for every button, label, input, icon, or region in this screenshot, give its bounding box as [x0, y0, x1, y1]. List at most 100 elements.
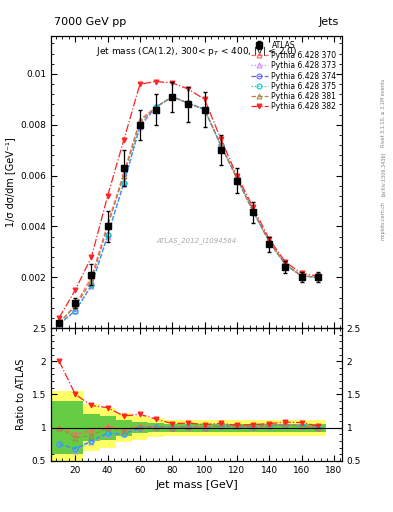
Pythia 6.428 370	[73, 302, 78, 308]
Pythia 6.428 370	[121, 170, 126, 176]
Pythia 6.428 373	[57, 321, 62, 327]
Bar	[294, 423, 310, 432]
Pythia 6.428 373	[219, 142, 223, 148]
Line: Pythia 6.428 374: Pythia 6.428 374	[57, 94, 320, 327]
Pythia 6.428 382	[154, 78, 158, 84]
Pythia 6.428 370	[299, 273, 304, 279]
Pythia 6.428 370	[251, 208, 255, 214]
Pythia 6.428 374	[283, 262, 288, 268]
Pythia 6.428 382	[267, 236, 272, 242]
Text: Rivet 3.1.10, ≥ 3.1M events: Rivet 3.1.10, ≥ 3.1M events	[381, 78, 386, 147]
Pythia 6.428 373	[202, 106, 207, 113]
Pythia 6.428 375	[154, 104, 158, 110]
Bar	[83, 404, 99, 451]
Pythia 6.428 381	[299, 273, 304, 279]
Pythia 6.428 374	[170, 94, 174, 100]
Bar	[116, 420, 132, 436]
Bar	[261, 423, 277, 432]
Pythia 6.428 382	[283, 259, 288, 265]
Bar	[148, 418, 164, 437]
Bar	[213, 420, 229, 436]
Pythia 6.428 375	[170, 94, 174, 100]
Y-axis label: Ratio to ATLAS: Ratio to ATLAS	[16, 359, 26, 430]
Text: ATLAS_2012_I1094564: ATLAS_2012_I1094564	[156, 237, 237, 244]
Pythia 6.428 373	[283, 262, 288, 268]
Pythia 6.428 373	[89, 283, 94, 289]
Pythia 6.428 374	[154, 104, 158, 110]
Bar	[196, 420, 213, 436]
Pythia 6.428 374	[202, 106, 207, 113]
Pythia 6.428 381	[105, 223, 110, 229]
Pythia 6.428 370	[202, 106, 207, 113]
Pythia 6.428 370	[89, 274, 94, 280]
Pythia 6.428 370	[105, 221, 110, 227]
Pythia 6.428 382	[73, 287, 78, 293]
Pythia 6.428 370	[170, 94, 174, 100]
Pythia 6.428 370	[138, 117, 142, 123]
X-axis label: Jet mass [GeV]: Jet mass [GeV]	[155, 480, 238, 490]
Bar	[99, 416, 116, 439]
Pythia 6.428 382	[202, 96, 207, 102]
Pythia 6.428 381	[315, 274, 320, 280]
Pythia 6.428 373	[121, 181, 126, 187]
Pythia 6.428 375	[57, 321, 62, 327]
Pythia 6.428 374	[235, 175, 239, 181]
Pythia 6.428 374	[186, 100, 191, 106]
Line: Pythia 6.428 373: Pythia 6.428 373	[57, 94, 320, 327]
Text: Jets: Jets	[319, 17, 339, 27]
Pythia 6.428 373	[235, 175, 239, 181]
Bar	[229, 423, 245, 432]
Pythia 6.428 382	[315, 273, 320, 279]
Pythia 6.428 381	[186, 100, 191, 106]
Text: Jet mass (CA(1.2), 300< p$_T$ < 400, |y| < 2.0): Jet mass (CA(1.2), 300< p$_T$ < 400, |y|…	[96, 45, 297, 58]
Pythia 6.428 375	[315, 274, 320, 280]
Bar	[245, 423, 261, 432]
Bar	[116, 413, 132, 442]
Bar	[164, 423, 180, 432]
Bar	[148, 423, 164, 432]
Bar	[277, 420, 294, 436]
Pythia 6.428 381	[57, 320, 62, 326]
Pythia 6.428 373	[170, 94, 174, 100]
Pythia 6.428 370	[283, 262, 288, 268]
Line: Pythia 6.428 381: Pythia 6.428 381	[57, 94, 320, 325]
Pythia 6.428 381	[121, 173, 126, 179]
Bar	[196, 423, 213, 432]
Pythia 6.428 382	[89, 254, 94, 260]
Pythia 6.428 374	[121, 180, 126, 186]
Y-axis label: 1/σ dσ/dm [GeV⁻¹]: 1/σ dσ/dm [GeV⁻¹]	[5, 137, 15, 227]
Text: [arXiv:1306.3436]: [arXiv:1306.3436]	[381, 152, 386, 196]
Pythia 6.428 375	[235, 175, 239, 181]
Bar	[213, 423, 229, 432]
Bar	[261, 420, 277, 436]
Text: mcplots.cern.ch: mcplots.cern.ch	[381, 201, 386, 240]
Bar	[83, 414, 99, 441]
Bar	[229, 420, 245, 436]
Pythia 6.428 373	[299, 273, 304, 279]
Bar	[294, 420, 310, 436]
Pythia 6.428 381	[219, 142, 223, 148]
Pythia 6.428 375	[73, 308, 78, 314]
Pythia 6.428 382	[57, 315, 62, 321]
Bar	[132, 422, 148, 433]
Pythia 6.428 381	[138, 119, 142, 125]
Bar	[51, 391, 67, 464]
Pythia 6.428 375	[267, 239, 272, 245]
Pythia 6.428 382	[235, 173, 239, 179]
Bar	[310, 420, 326, 436]
Pythia 6.428 382	[251, 204, 255, 210]
Pythia 6.428 373	[73, 308, 78, 314]
Legend: ATLAS, Pythia 6.428 370, Pythia 6.428 373, Pythia 6.428 374, Pythia 6.428 375, P: ATLAS, Pythia 6.428 370, Pythia 6.428 37…	[249, 39, 338, 113]
Pythia 6.428 374	[219, 142, 223, 148]
Pythia 6.428 375	[202, 106, 207, 113]
Text: 7000 GeV pp: 7000 GeV pp	[54, 17, 126, 27]
Pythia 6.428 373	[154, 104, 158, 110]
Pythia 6.428 375	[89, 282, 94, 288]
Line: Pythia 6.428 375: Pythia 6.428 375	[57, 94, 320, 327]
Bar	[132, 416, 148, 439]
Pythia 6.428 373	[105, 233, 110, 240]
Pythia 6.428 375	[251, 208, 255, 214]
Pythia 6.428 375	[121, 180, 126, 186]
Pythia 6.428 374	[138, 123, 142, 129]
Pythia 6.428 370	[57, 320, 62, 326]
